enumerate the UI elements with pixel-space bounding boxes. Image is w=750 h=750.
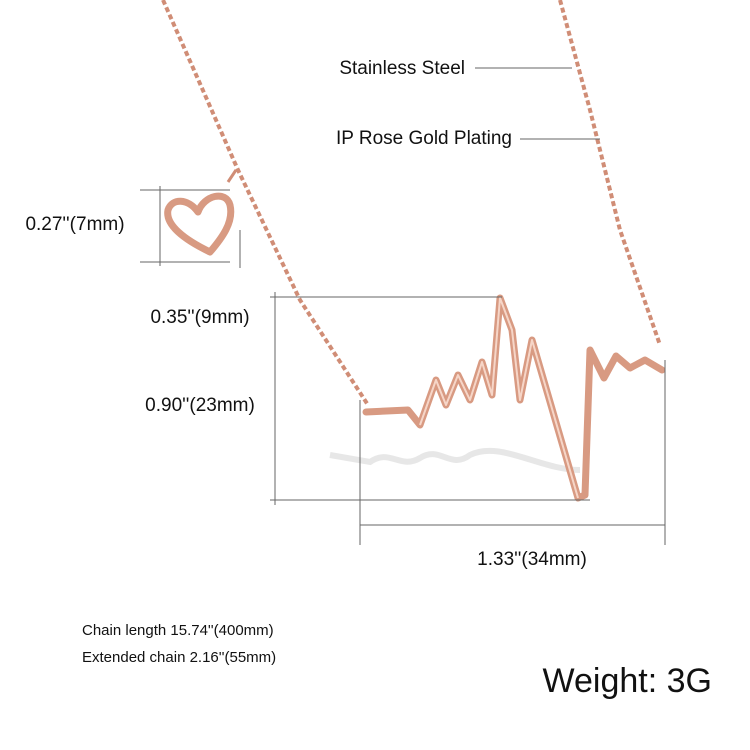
heart-height: 0.27''(7mm) — [25, 214, 124, 235]
heart-width: 0.35''(9mm) — [150, 307, 249, 328]
pendant-height: 0.90''(23mm) — [145, 395, 255, 416]
callout-material: Stainless Steel — [339, 58, 465, 79]
spec-chain-length: Chain length 15.74''(400mm) — [82, 622, 274, 639]
chain-right — [558, 0, 662, 346]
chain-left — [161, 0, 370, 407]
spec-extended-chain: Extended chain 2.16''(55mm) — [82, 649, 276, 666]
callout-plating: IP Rose Gold Plating — [336, 128, 512, 149]
pendant-width: 1.33''(34mm) — [477, 549, 587, 570]
weight: Weight: 3G — [543, 662, 712, 700]
pendant-highlight — [419, 297, 579, 499]
heart-bail — [226, 169, 238, 183]
dimension-lines — [140, 67, 666, 545]
shadow — [329, 447, 581, 473]
heart-charm — [164, 192, 235, 256]
